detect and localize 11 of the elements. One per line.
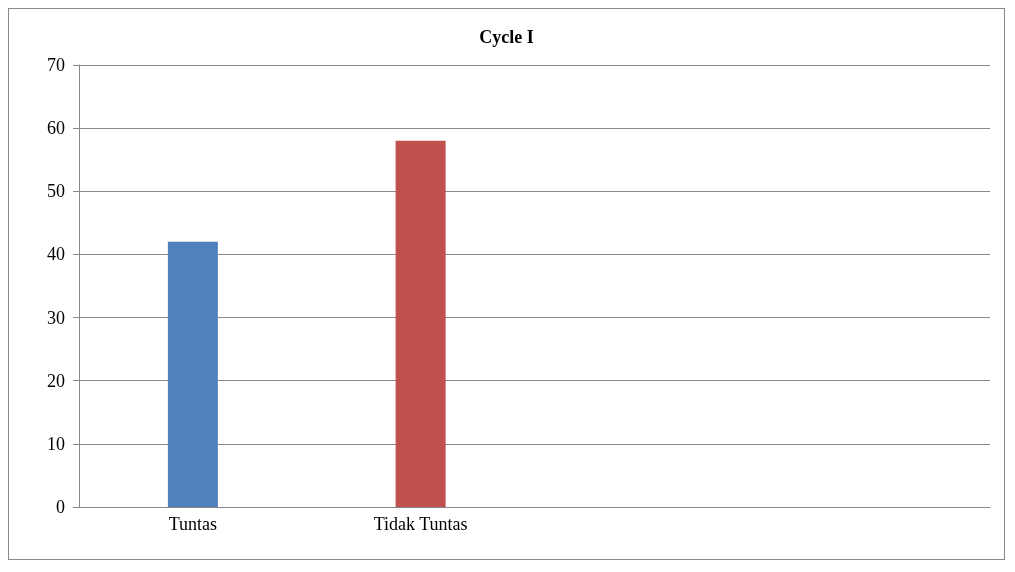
y-tick-label: 40 xyxy=(47,244,65,265)
chart-title: Cycle I xyxy=(479,27,534,47)
y-tick-label: 10 xyxy=(47,433,65,454)
x-tick-label: Tidak Tuntas xyxy=(373,514,468,534)
y-tick-label: 60 xyxy=(47,118,65,139)
x-tick-label: Tuntas xyxy=(168,514,218,534)
y-tick-label: 30 xyxy=(47,307,65,328)
y-tick-label: 20 xyxy=(47,370,65,391)
y-tick-label: 70 xyxy=(47,55,65,75)
y-tick-label: 0 xyxy=(56,497,65,517)
y-tick-label: 50 xyxy=(47,181,65,202)
